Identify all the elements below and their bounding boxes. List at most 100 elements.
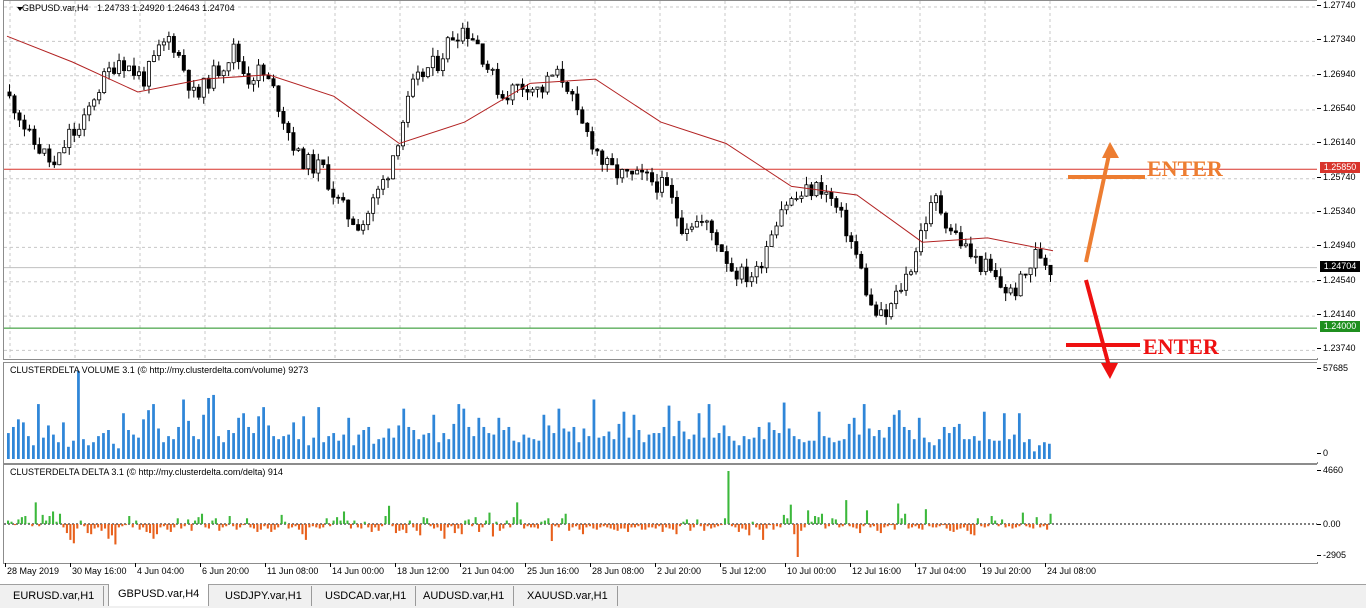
delta-bar — [581, 523, 585, 535]
volume-bar — [847, 423, 851, 459]
volume-bar — [212, 394, 215, 459]
candle-body — [864, 267, 869, 296]
delta-bar — [737, 523, 740, 532]
delta-bar — [131, 523, 134, 528]
volume-bar — [1012, 434, 1016, 459]
delta-bar — [284, 521, 287, 524]
delta-bar — [682, 521, 685, 524]
volume-bar — [362, 430, 366, 459]
chart-tab-audusd[interactable]: AUDUSD.var,H1 — [414, 586, 515, 606]
time-tick-label: 18 Jun 12:00 — [394, 563, 450, 576]
candle-body — [256, 64, 261, 82]
delta-bar — [810, 521, 813, 524]
delta-bar — [703, 523, 706, 531]
volume-bar — [877, 430, 881, 459]
chart-tab-usdjpy[interactable]: USDJPY.var,H1 — [216, 586, 312, 606]
volume-bar — [397, 425, 401, 459]
delta-bar — [755, 523, 758, 528]
candle-body — [963, 243, 968, 247]
volume-bar — [457, 404, 461, 459]
price-chart-canvas[interactable] — [4, 1, 1317, 359]
delta-bar — [727, 471, 730, 524]
volume-bar — [757, 426, 761, 459]
delta-bar — [187, 519, 190, 524]
candle-body — [625, 169, 630, 172]
candle-body — [684, 228, 689, 234]
time-tick-label: 28 May 2019 — [4, 563, 60, 576]
candle-body — [968, 243, 973, 258]
delta-bar — [575, 523, 578, 527]
chart-tab-xauusd[interactable]: XAUUSD.var,H1 — [518, 586, 618, 606]
volume-bar — [127, 430, 130, 459]
candle-body — [331, 188, 336, 198]
volume-bar — [807, 440, 811, 459]
volume-bar — [927, 442, 931, 459]
chart-tab-gbpusd[interactable]: GBPUSD.var,H4 — [108, 584, 210, 606]
chart-tab-eurusd[interactable]: EURUSD.var,H1 — [4, 586, 105, 606]
price-tick-label: 1.27340 — [1317, 34, 1356, 45]
price-chart-panel[interactable]: GBPUSD.var,H4 1.24733 1.24920 1.24643 1.… — [3, 0, 1318, 360]
candle-body — [261, 64, 266, 76]
volume-bar — [87, 445, 90, 459]
delta-bar — [457, 523, 460, 529]
volume-bar — [327, 436, 331, 459]
candle-body — [445, 37, 450, 60]
volume-bar — [417, 439, 421, 459]
delta-bar — [706, 523, 709, 527]
candle-body — [112, 67, 117, 74]
delta-bar — [259, 523, 262, 530]
delta-bar — [897, 503, 900, 524]
volume-bar — [582, 428, 586, 459]
candle-body — [62, 147, 67, 154]
delta-bar — [360, 523, 363, 529]
delta-indicator-panel[interactable]: CLUSTERDELTA DELTA 3.1 (© http://my.clus… — [3, 464, 1318, 564]
collapse-arrow-icon[interactable] — [17, 7, 23, 11]
delta-bar — [533, 523, 536, 528]
candle-body — [664, 177, 669, 186]
delta-bar — [149, 523, 152, 534]
volume-bar — [672, 436, 676, 459]
delta-bar — [578, 523, 581, 530]
volume-bar — [797, 439, 801, 459]
candle-body — [640, 169, 645, 173]
candle-body — [276, 85, 281, 112]
delta-bar — [1046, 523, 1049, 530]
volume-bar — [47, 425, 50, 459]
volume-bar — [287, 434, 291, 459]
candle-body — [1038, 249, 1043, 259]
candle-body — [146, 61, 151, 87]
volume-bar — [62, 422, 65, 459]
price-tick-label: 1.27740 — [1317, 0, 1356, 10]
candle-body — [669, 184, 674, 198]
candle-body — [236, 43, 241, 63]
delta-bar — [381, 523, 384, 527]
volume-bar — [802, 442, 806, 459]
candle-body — [366, 212, 371, 226]
delta-bar — [176, 518, 179, 524]
delta-bar — [363, 521, 366, 524]
time-tick-label: 28 Jun 08:00 — [589, 563, 645, 576]
candle-body — [22, 119, 27, 130]
delta-bar — [436, 523, 439, 528]
candle-body — [550, 74, 555, 77]
delta-bar — [789, 504, 792, 524]
delta-bar — [793, 523, 796, 535]
volume-bar — [472, 436, 476, 459]
delta-bar — [349, 523, 352, 529]
volume-bar — [342, 434, 346, 459]
delta-bar — [370, 523, 373, 532]
delta-bar — [467, 519, 470, 524]
delta-bar — [426, 518, 429, 524]
volume-bar — [447, 439, 451, 459]
volume-bar — [1002, 413, 1006, 459]
candle-body — [909, 271, 914, 275]
volume-bar — [682, 431, 686, 459]
price-tick-label: 1.26540 — [1317, 103, 1356, 114]
volume-bar — [787, 428, 791, 459]
delta-bar — [845, 500, 848, 524]
volume-indicator-panel[interactable]: CLUSTERDELTA VOLUME 3.1 (© http://my.clu… — [3, 362, 1318, 464]
delta-bar — [422, 517, 425, 524]
chart-tab-usdcad[interactable]: USDCAD.var,H1 — [316, 586, 417, 606]
red-level-box: 1.25850 — [1320, 162, 1360, 174]
volume-bar — [152, 404, 155, 459]
